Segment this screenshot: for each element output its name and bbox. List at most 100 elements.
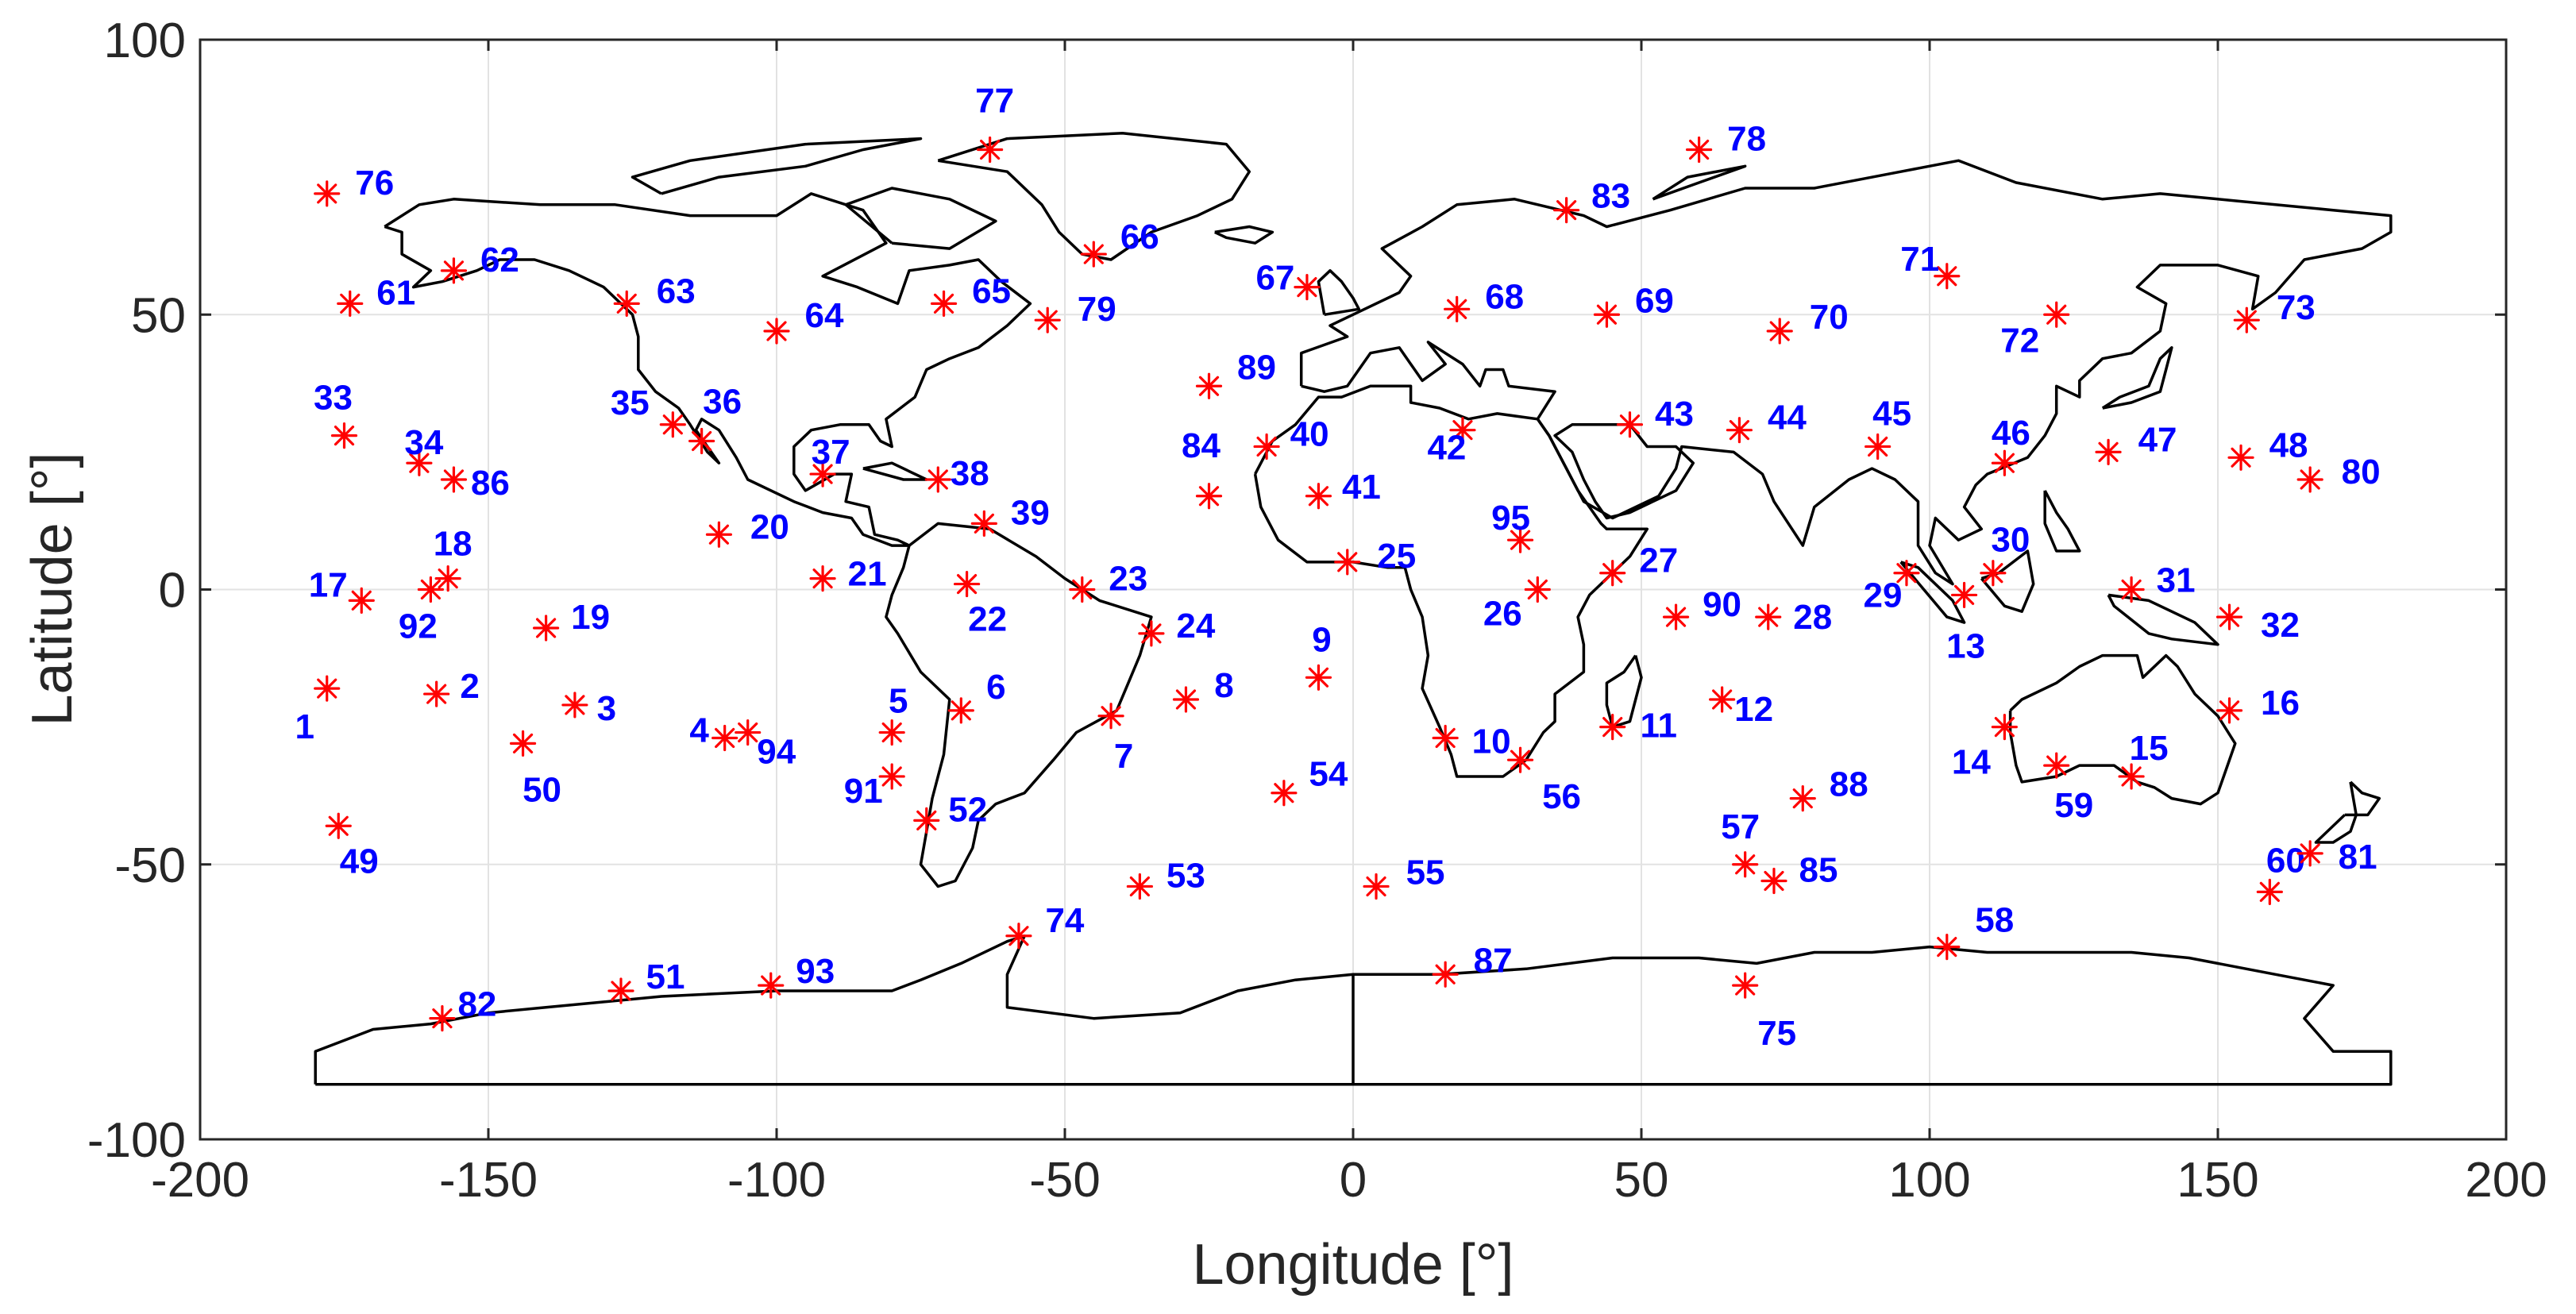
station-marker-52	[913, 807, 940, 834]
station-marker-56	[1506, 746, 1534, 773]
station-marker-10	[1432, 724, 1459, 752]
station-label-92: 92	[399, 607, 438, 646]
station-label-80: 80	[2342, 453, 2381, 491]
y-tick-label: 50	[131, 288, 186, 343]
station-marker-41	[1305, 483, 1332, 510]
station-label-93: 93	[796, 952, 835, 991]
station-label-30: 30	[1991, 521, 2030, 560]
station-marker-25	[1334, 549, 1361, 576]
station-label-60: 60	[2266, 841, 2305, 880]
station-marker-80	[2296, 466, 2323, 493]
station-label-64: 64	[805, 296, 844, 335]
station-marker-82	[429, 1005, 456, 1032]
station-marker-95	[1506, 526, 1534, 553]
x-tick-label: 0	[1340, 1153, 1367, 1208]
station-marker-44	[1726, 417, 1753, 444]
station-label-58: 58	[1975, 901, 2014, 940]
station-label-55: 55	[1406, 853, 1445, 892]
station-label-14: 14	[1952, 743, 1991, 782]
station-label-95: 95	[1491, 499, 1530, 538]
station-marker-24	[1138, 620, 1165, 647]
x-axis-label: Longitude [°]	[1192, 1233, 1514, 1297]
station-label-28: 28	[1793, 598, 1832, 637]
station-label-8: 8	[1214, 666, 1233, 705]
station-marker-29	[1893, 560, 1920, 587]
station-marker-9	[1305, 664, 1332, 691]
coastline-new-guinea	[2107, 593, 2219, 646]
station-label-89: 89	[1237, 348, 1276, 387]
station-marker-76	[314, 180, 341, 207]
station-marker-2	[423, 680, 450, 707]
station-marker-88	[1789, 785, 1816, 812]
x-tick-label: -150	[439, 1153, 538, 1208]
station-label-24: 24	[1176, 607, 1215, 645]
station-label-87: 87	[1474, 941, 1513, 980]
station-label-73: 73	[2277, 288, 2316, 327]
station-marker-59	[2043, 752, 2070, 779]
station-label-90: 90	[1703, 585, 1741, 624]
station-marker-23	[1069, 576, 1096, 603]
station-marker-30	[1980, 560, 2007, 587]
station-marker-35	[659, 411, 686, 438]
station-label-54: 54	[1309, 755, 1348, 794]
station-label-69: 69	[1635, 281, 1674, 320]
station-label-59: 59	[2054, 786, 2093, 825]
station-label-1: 1	[295, 707, 314, 746]
station-marker-81	[2296, 840, 2323, 867]
coastline-philippines	[2043, 490, 2081, 553]
station-marker-47	[2095, 438, 2122, 465]
station-marker-57	[1732, 851, 1759, 878]
station-marker-1	[314, 675, 341, 702]
station-marker-61	[337, 290, 364, 317]
station-marker-78	[1686, 136, 1713, 164]
station-marker-45	[1865, 433, 1892, 460]
coastline-borneo	[1980, 549, 2035, 613]
coastline-baffin	[844, 187, 997, 250]
station-label-25: 25	[1377, 537, 1416, 576]
station-marker-22	[953, 570, 981, 598]
station-label-11: 11	[1640, 707, 1677, 746]
station-marker-84	[1195, 483, 1223, 510]
station-marker-42	[1449, 417, 1476, 444]
station-label-71: 71	[1900, 240, 1939, 279]
station-label-13: 13	[1946, 626, 1985, 665]
station-label-26: 26	[1483, 595, 1522, 634]
station-label-17: 17	[309, 565, 348, 604]
station-marker-64	[763, 318, 790, 345]
y-axis-label: Latitude [°]	[21, 452, 84, 726]
station-label-81: 81	[2339, 838, 2377, 877]
station-marker-67	[1294, 274, 1321, 301]
station-marker-85	[1760, 867, 1787, 895]
station-label-44: 44	[1768, 399, 1807, 437]
station-marker-58	[1934, 934, 1961, 961]
station-marker-31	[2118, 576, 2145, 603]
x-tick-label: 50	[1614, 1153, 1669, 1208]
station-label-36: 36	[703, 383, 742, 422]
station-label-5: 5	[889, 682, 908, 721]
station-marker-55	[1363, 873, 1390, 900]
station-marker-39	[970, 510, 997, 538]
station-label-31: 31	[2157, 561, 2196, 600]
x-tick-label: -200	[151, 1153, 249, 1208]
x-tick-label: -100	[727, 1153, 826, 1208]
station-label-72: 72	[2000, 321, 2039, 360]
station-marker-71	[1934, 263, 1961, 290]
station-label-20: 20	[750, 507, 789, 546]
station-marker-49	[325, 812, 352, 839]
station-marker-54	[1271, 780, 1298, 807]
station-label-51: 51	[646, 958, 685, 996]
coastline-new-zealand-south	[2314, 813, 2358, 844]
station-marker-70	[1766, 318, 1793, 345]
station-label-21: 21	[848, 555, 887, 594]
coastline-madagascar	[1605, 654, 1643, 729]
station-label-56: 56	[1542, 777, 1581, 816]
coastline-australia	[2008, 653, 2237, 806]
station-label-35: 35	[611, 383, 650, 422]
station-label-40: 40	[1290, 414, 1329, 453]
x-tick-label: 200	[2465, 1153, 2547, 1208]
station-marker-87	[1432, 961, 1459, 988]
coastline-cuba	[862, 461, 928, 481]
station-marker-69	[1593, 301, 1621, 328]
station-marker-48	[2227, 444, 2254, 471]
